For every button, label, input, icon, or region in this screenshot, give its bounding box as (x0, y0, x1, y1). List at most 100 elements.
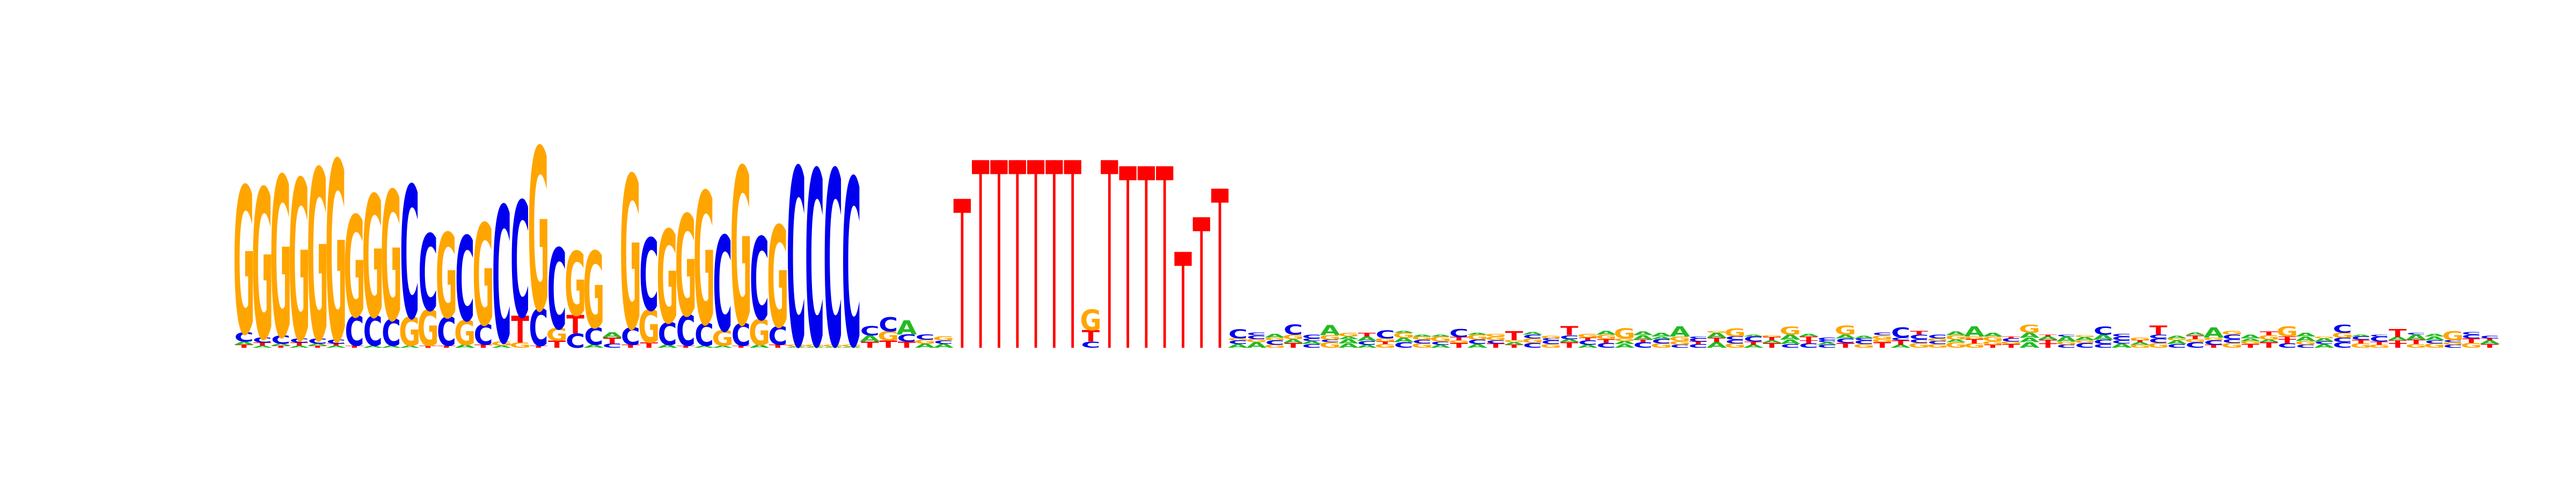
logo-letter-c: C (2333, 323, 2352, 335)
logo-letter-t: T (309, 345, 327, 348)
logo-letter-c: C (639, 218, 658, 334)
logo-letter-t: T (2370, 341, 2388, 346)
logo-letter-t: T (2352, 339, 2369, 345)
logo-letter-c: C (1357, 340, 1377, 346)
logo-letter-c: C (2112, 340, 2131, 345)
logo-letter-a: A (289, 345, 310, 348)
logo-letter-a: A (1633, 334, 1653, 341)
logo-letter-c: C (1688, 338, 1708, 343)
logo-letter-g: G (1264, 344, 1285, 349)
logo-letter-t: T (732, 345, 750, 348)
logo-letter-c: C (621, 323, 640, 351)
logo-letter-g: G (2368, 344, 2390, 349)
logo-letter-t: T (879, 339, 897, 350)
logo-letter-c: C (860, 324, 880, 339)
logo-letter-c: C (1228, 339, 1248, 345)
logo-letter-c: C (787, 119, 806, 403)
logo-letter-a: A (2130, 341, 2150, 346)
logo-letter-g: G (1485, 335, 1506, 342)
logo-letter-a: A (1835, 334, 1856, 340)
logo-letter-t: T (1597, 338, 1615, 344)
logo-letter-c: C (455, 212, 474, 347)
logo-letter-a: A (1412, 334, 1432, 337)
logo-letter-c: C (2462, 334, 2481, 340)
logo-letter-g: G (583, 230, 604, 353)
logo-letter-g: G (877, 329, 899, 344)
logo-letter-a: A (1523, 331, 1543, 335)
logo-letter-g: G (1780, 324, 1801, 337)
logo-letter-t: T (1561, 341, 1579, 350)
logo-letter-g: G (1927, 343, 1948, 349)
logo-letter-g: G (1264, 337, 1285, 341)
logo-letter-a: A (786, 347, 807, 348)
logo-letter-t: T (2260, 331, 2278, 337)
logo-letter-c: C (1284, 322, 1303, 338)
logo-letter-t: T (1745, 341, 1762, 346)
logo-letter-c: C (713, 210, 732, 362)
logo-letter-t-cap (1008, 160, 1026, 174)
logo-letter-a: A (1430, 344, 1451, 349)
logo-letter-c: C (1633, 341, 1652, 350)
logo-letter-a: A (2351, 334, 2371, 337)
logo-letter-g: G (233, 147, 255, 380)
logo-letter-t-cap (1101, 160, 1118, 174)
logo-letter-t: T (290, 342, 309, 347)
logo-letter-t: T (621, 344, 640, 349)
logo-letter-a: A (1467, 343, 1488, 349)
logo-letter-c: C (1449, 327, 1468, 340)
logo-letter-g: G (1338, 332, 1359, 338)
logo-letter-g: G (2240, 340, 2261, 346)
logo-letter-t-cap (1192, 217, 1210, 231)
logo-letter-t: T (1634, 339, 1652, 343)
logo-letter-g: G (565, 235, 586, 336)
logo-letter-c: C (2443, 340, 2463, 343)
logo-letter-a: A (1283, 338, 1304, 344)
logo-letter-a: A (1707, 341, 1727, 350)
logo-letter-c: C (1744, 335, 1763, 343)
logo-letter-g: G (1706, 331, 1728, 333)
logo-letter-c: C (1928, 340, 1947, 346)
logo-letter-t-cap (1137, 166, 1155, 180)
logo-letter-a: A (1946, 331, 1967, 337)
logo-letter-c: C (271, 333, 290, 347)
logo-letter-a: A (2424, 335, 2445, 342)
logo-letter-g: G (418, 300, 439, 357)
logo-letter-a: A (657, 344, 678, 349)
logo-letter-t: T (1487, 342, 1505, 349)
logo-letter-a: A (1762, 340, 1782, 344)
logo-letter-g: G (933, 335, 954, 342)
logo-letter-t: T (2389, 340, 2407, 344)
logo-letter-c: C (1468, 339, 1487, 346)
logo-letter-c: C (1247, 332, 1266, 336)
logo-letter-c: C (2425, 340, 2444, 345)
logo-letter-a: A (897, 317, 917, 340)
logo-letter-g: G (2019, 323, 2040, 335)
logo-letter-g: G (2442, 329, 2464, 343)
logo-letter-g: G (1540, 335, 1562, 339)
logo-letter-t: T (272, 345, 290, 348)
logo-letter-t-cap (1174, 252, 1192, 266)
logo-letter-t: T (1910, 330, 1928, 336)
logo-letter-t: T (511, 309, 529, 352)
logo-letter-c: C (2112, 333, 2131, 337)
logo-letter-c: C (308, 338, 327, 346)
logo-letter-c: C (1302, 333, 1321, 340)
logo-letter-g: G (399, 309, 420, 355)
logo-letter-a: A (252, 345, 273, 348)
logo-letter-g: G (2055, 341, 2077, 346)
logo-letter-g: G (1724, 342, 1746, 349)
logo-letter-c: C (1302, 343, 1321, 349)
logo-letter-g: G (1411, 335, 1433, 341)
logo-letter-c: C (1891, 337, 1911, 341)
logo-letter-t: T (1377, 341, 1395, 345)
logo-letter-g: G (1945, 341, 1966, 350)
logo-letter-c: C (547, 226, 567, 355)
logo-letter-g: G (675, 186, 697, 348)
logo-letter-a: A (399, 345, 420, 348)
logo-letter-g: G (2442, 341, 2464, 346)
logo-letter-t-cap (1211, 188, 1229, 203)
logo-letter-c: C (2406, 332, 2426, 335)
logo-letter-g: G (1651, 342, 1672, 349)
logo-letter-g: G (1669, 335, 1690, 342)
